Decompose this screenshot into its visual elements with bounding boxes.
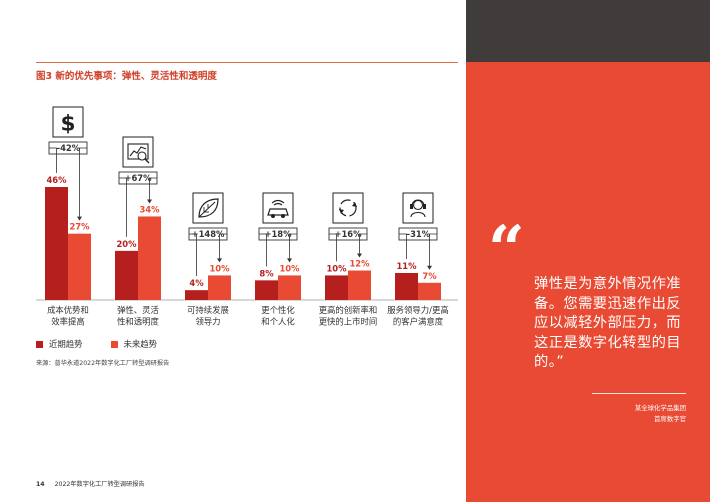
dark-header-block [466, 0, 710, 62]
dollar-icon: $ [52, 106, 84, 138]
change-label: +148% [192, 229, 225, 239]
change-label: –42% [56, 143, 81, 153]
category-label: 更高的创新率和 [319, 305, 378, 315]
page-footer: 14 2022年数字化工厂转型调研报告 [36, 479, 145, 488]
figure-title: 图3 新的优先事项：弹性、灵活性和透明度 [36, 71, 217, 82]
category-label: 服务领导力/更高 [387, 305, 448, 315]
category-label: 更快的上市时间 [319, 317, 378, 327]
change-arrowhead [357, 253, 362, 258]
change-label: +16% [334, 229, 362, 239]
change-connector [149, 177, 157, 200]
legend-swatch-future [110, 340, 118, 348]
legend: 近期趋势 未来趋势 [36, 338, 157, 350]
value-label-recent: 46% [46, 175, 67, 185]
figure-source: 来源：普华永道2022年数字化工厂转型调研报告 [36, 360, 170, 367]
category-label: 效率提高 [51, 317, 85, 327]
value-label-future: 12% [349, 259, 370, 269]
change-label: +67% [124, 173, 152, 183]
bar-recent [45, 187, 68, 300]
bar-future [138, 216, 161, 300]
value-label-recent: 10% [326, 263, 347, 273]
category-label: 更个性化 [261, 305, 295, 315]
legend-item-future: 未来趋势 [110, 338, 158, 350]
quote-org: 某全球化学品集团 [634, 404, 686, 412]
quote-divider [592, 393, 686, 394]
leaf-icon [192, 192, 224, 224]
value-label-recent: 4% [189, 278, 204, 288]
change-connector [289, 233, 297, 259]
category-label: 可持续发展 [187, 305, 229, 315]
analytics-icon [122, 136, 154, 168]
category-label: 和个人化 [261, 317, 295, 327]
change-connector [359, 233, 367, 254]
bar-recent [395, 272, 418, 300]
change-connector [429, 233, 437, 266]
category-label: 成本优势和 [47, 305, 89, 315]
value-label-future: 10% [209, 263, 230, 273]
value-label-future: 34% [139, 204, 160, 214]
svg-text:$: $ [60, 111, 75, 136]
bar-future [208, 275, 231, 300]
change-label: –31% [406, 229, 431, 239]
bar-recent [255, 280, 278, 300]
page-number: 14 [36, 481, 45, 488]
quote-role: 首席数字官 [654, 415, 686, 423]
legend-swatch-recent [36, 340, 43, 348]
change-label: +18% [264, 229, 292, 239]
change-arrowhead [77, 216, 82, 221]
category-label: 性和透明度 [117, 317, 159, 327]
bar-recent [325, 275, 348, 300]
quote-text: 弹性是为意外情况作准备。您需要迅速作出反应以减轻外部压力，而这正是数字化转型的目… [534, 276, 681, 371]
change-connector [79, 147, 87, 217]
category-label: 的客户满意度 [393, 317, 444, 327]
change-arrowhead [147, 199, 152, 204]
innovation-cycle-icon [332, 192, 364, 224]
value-label-recent: 8% [259, 268, 274, 278]
quote-mark: “ [488, 212, 525, 287]
value-label-recent: 20% [116, 239, 137, 249]
bar-future [348, 270, 371, 300]
connected-car-icon [262, 192, 294, 224]
category-label: 弹性、灵活 [117, 305, 159, 315]
change-arrowhead [427, 265, 432, 270]
bar-recent [115, 250, 138, 300]
change-arrowhead [217, 258, 222, 263]
change-connector [219, 233, 227, 259]
bar-future [278, 275, 301, 300]
legend-item-recent: 近期趋势 [36, 338, 83, 350]
change-arrowhead [287, 258, 292, 263]
bar-recent [185, 290, 208, 300]
value-label-future: 10% [279, 263, 300, 273]
figure-top-rule [36, 62, 458, 63]
value-label-future: 27% [69, 222, 90, 232]
report-title: 2022年数字化工厂转型调研报告 [54, 481, 145, 488]
legend-label-recent: 近期趋势 [49, 339, 83, 349]
quote-attribution: 某全球化学品集团 首席数字官 [560, 403, 686, 425]
customer-service-icon [402, 192, 434, 224]
bar-future [68, 233, 91, 300]
category-label: 领导力 [195, 317, 220, 327]
bar-future [418, 282, 441, 300]
value-label-recent: 11% [396, 261, 417, 271]
value-label-future: 7% [422, 271, 437, 281]
legend-label-future: 未来趋势 [123, 339, 158, 349]
quote-panel [466, 62, 710, 502]
